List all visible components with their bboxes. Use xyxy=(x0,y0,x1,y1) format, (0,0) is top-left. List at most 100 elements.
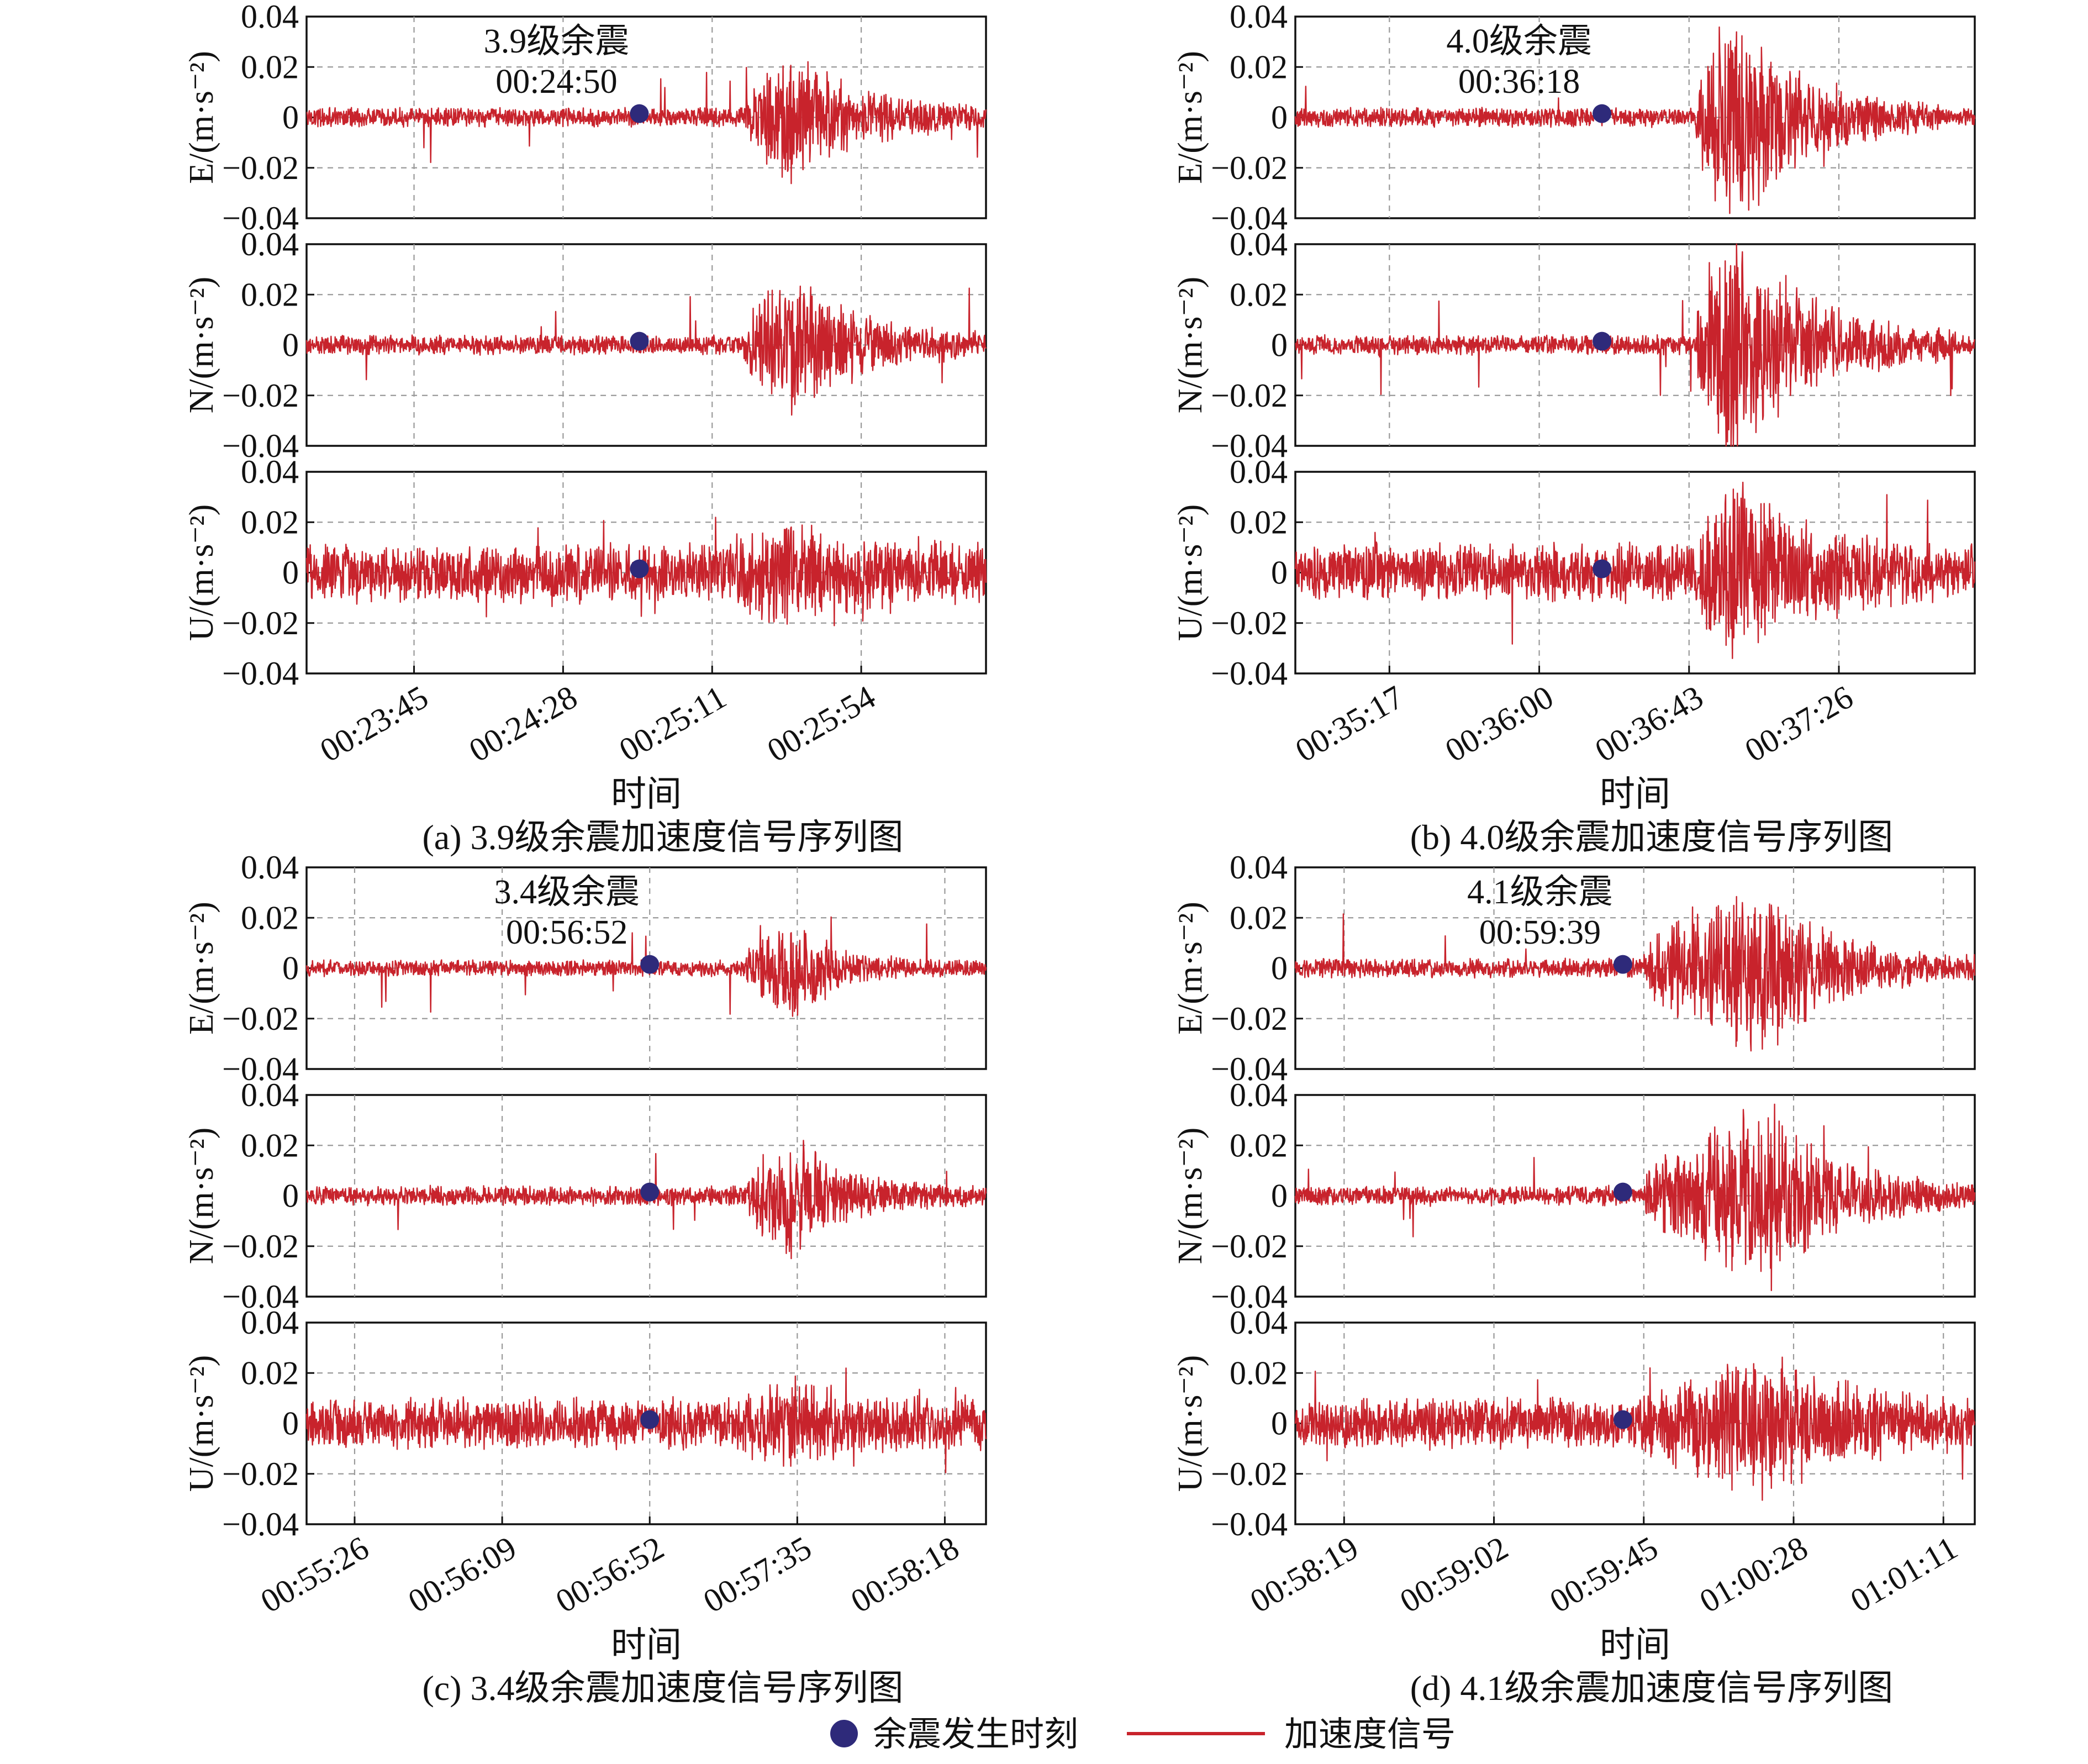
y-tick-label: 0.04 xyxy=(241,1077,299,1113)
acceleration-signal-line xyxy=(1295,243,1976,447)
aftershock-event-marker xyxy=(1593,559,1612,578)
y-axis-label: E/(m·s⁻²) xyxy=(183,51,220,184)
y-tick-label: 0.04 xyxy=(241,454,299,490)
legend-marker-icon xyxy=(830,1720,858,1747)
y-tick-label: 0.02 xyxy=(1230,899,1288,936)
y-tick-label: 0 xyxy=(282,327,299,364)
event-time-label: 00:59:39 xyxy=(1479,914,1601,951)
y-tick-label: −0.04 xyxy=(222,428,299,464)
y-tick-label: 0 xyxy=(1271,327,1288,364)
y-tick-label: −0.04 xyxy=(1211,428,1288,464)
y-tick-label: −0.02 xyxy=(222,1228,299,1265)
y-axis-label: N/(m·s⁻²) xyxy=(1172,277,1209,414)
x-tick-label: 00:36:00 xyxy=(1439,678,1559,769)
y-tick-label: 0.02 xyxy=(1230,49,1288,85)
x-axis-label: 时间 xyxy=(1600,1625,1670,1665)
y-tick-label: 0 xyxy=(282,950,299,987)
y-tick-label: −0.02 xyxy=(222,605,299,641)
aftershock-event-marker xyxy=(630,104,649,123)
x-axis-label: 时间 xyxy=(1600,775,1670,814)
x-tick-label: 00:56:52 xyxy=(550,1529,670,1620)
legend-line-label: 加速度信号 xyxy=(1284,1716,1456,1754)
x-tick-label: 00:55:26 xyxy=(255,1529,375,1620)
y-tick-label: 0 xyxy=(1271,99,1288,136)
y-tick-label: 0 xyxy=(1271,555,1288,591)
y-tick-label: −0.04 xyxy=(222,655,299,692)
aftershock-event-marker xyxy=(630,331,649,351)
chart-d: 0.040.020−0.02−0.04E/(m·s⁻²)4.1级余震00:59:… xyxy=(1172,849,1976,1708)
y-tick-label: −0.04 xyxy=(222,200,299,236)
chart-caption: (b) 4.0级余震加速度信号序列图 xyxy=(1410,818,1894,857)
y-tick-label: 0.02 xyxy=(1230,276,1288,313)
panel-e: 0.04 0.02 0 −0.02 −0.04E/(m·s⁻²) 3.9级余震00:24:… xyxy=(183,0,987,236)
event-magnitude-label: 4.0级余震 xyxy=(1446,23,1592,60)
x-tick-label: 00:37:26 xyxy=(1739,678,1859,769)
y-tick-label: 0.02 xyxy=(241,1355,299,1391)
aftershock-event-marker xyxy=(630,559,649,578)
aftershock-event-marker xyxy=(640,955,660,974)
y-tick-label: −0.02 xyxy=(1211,150,1288,186)
y-tick-label: −0.04 xyxy=(222,1278,299,1315)
acceleration-signal-line xyxy=(1294,896,1976,1052)
y-tick-label: 0.04 xyxy=(241,226,299,262)
x-axis-label: 时间 xyxy=(611,1625,682,1665)
y-tick-label: 0.02 xyxy=(241,276,299,313)
y-axis-label: U/(m·s⁻²) xyxy=(183,1355,220,1492)
y-tick-label: 0.02 xyxy=(1230,1355,1288,1391)
chart-c: 0.040.020−0.02−0.04E/(m·s⁻²)3.4级余震00:56:… xyxy=(183,849,987,1708)
y-tick-label: −0.02 xyxy=(1211,605,1288,641)
y-tick-label: 0.02 xyxy=(1230,1127,1288,1163)
panel-n: 0.04 0.02 0 −0.02 −0.04N/(m·s⁻²) xyxy=(183,226,987,464)
x-tick-label: 00:24:28 xyxy=(463,678,583,769)
legend: 余震发生时刻 加速度信号 xyxy=(830,1716,1456,1754)
y-tick-label: 0.04 xyxy=(1230,1077,1288,1113)
y-axis-label: E/(m·s⁻²) xyxy=(1172,51,1209,184)
x-tick-label: 00:58:18 xyxy=(845,1529,965,1620)
x-tick-label: 00:35:17 xyxy=(1289,678,1410,769)
x-tick-label: 00:57:35 xyxy=(697,1529,818,1620)
y-tick-label: 0 xyxy=(1271,1178,1288,1214)
y-tick-label: 0 xyxy=(282,1178,299,1214)
legend-marker-label: 余震发生时刻 xyxy=(873,1716,1078,1754)
chart-a: 0.040.020−0.02−0.04E/(m·s⁻²)3.9级余震00:24:… xyxy=(183,0,987,857)
y-tick-label: 0.02 xyxy=(241,504,299,540)
y-tick-label: 0.02 xyxy=(241,899,299,936)
y-tick-label: −0.04 xyxy=(1211,1506,1288,1542)
y-tick-label: 0 xyxy=(1271,950,1288,987)
panel-u: 0.04 0.02 0 −0.02 −0.04U/(m·s⁻²) 00:55:26 00:5… xyxy=(183,1304,987,1708)
chart-caption: (a) 3.9级余震加速度信号序列图 xyxy=(422,818,903,857)
panel-e: 0.04 0.02 0 −0.02 −0.04E/(m·s⁻²) 4.1级余震00:59:… xyxy=(1172,849,1976,1087)
y-tick-label: −0.02 xyxy=(1211,377,1288,414)
panel-u: 0.04 0.02 0 −0.02 −0.04U/(m·s⁻²) 00:23:45 00:2… xyxy=(183,454,987,857)
y-tick-label: 0 xyxy=(282,1405,299,1442)
aftershock-event-marker xyxy=(1613,1410,1632,1429)
x-tick-label: 00:59:02 xyxy=(1394,1529,1514,1620)
event-magnitude-label: 3.4级余震 xyxy=(494,873,640,911)
x-tick-label: 01:00:28 xyxy=(1694,1529,1814,1620)
y-tick-label: −0.02 xyxy=(222,1001,299,1037)
panel-u: 0.04 0.02 0 −0.02 −0.04U/(m·s⁻²) 00:35:17 00:3… xyxy=(1172,454,1976,857)
aftershock-event-marker xyxy=(1593,104,1612,123)
y-tick-label: 0 xyxy=(1271,1405,1288,1442)
acceleration-signal-line xyxy=(305,1140,987,1260)
aftershock-event-marker xyxy=(1613,1182,1632,1202)
y-tick-label: 0.04 xyxy=(1230,454,1288,490)
y-tick-label: 0.02 xyxy=(1230,504,1288,540)
event-time-label: 00:36:18 xyxy=(1458,63,1580,101)
y-tick-label: 0.04 xyxy=(241,0,299,35)
aftershock-event-marker xyxy=(640,1182,660,1202)
acceleration-signal-line xyxy=(305,285,987,416)
y-tick-label: 0.04 xyxy=(241,849,299,886)
y-tick-label: 0 xyxy=(282,555,299,591)
y-axis-label: N/(m·s⁻²) xyxy=(1172,1128,1209,1265)
x-tick-label: 01:01:11 xyxy=(1844,1529,1964,1619)
y-tick-label: −0.02 xyxy=(1211,1228,1288,1265)
y-axis-label: U/(m·s⁻²) xyxy=(1172,504,1209,641)
x-tick-label: 00:25:11 xyxy=(613,678,732,768)
y-tick-label: −0.04 xyxy=(222,1506,299,1542)
acceleration-signal-line xyxy=(305,1367,987,1473)
y-tick-label: −0.04 xyxy=(1211,655,1288,692)
x-axis-label: 时间 xyxy=(611,775,682,814)
y-axis-label: N/(m·s⁻²) xyxy=(183,277,220,414)
